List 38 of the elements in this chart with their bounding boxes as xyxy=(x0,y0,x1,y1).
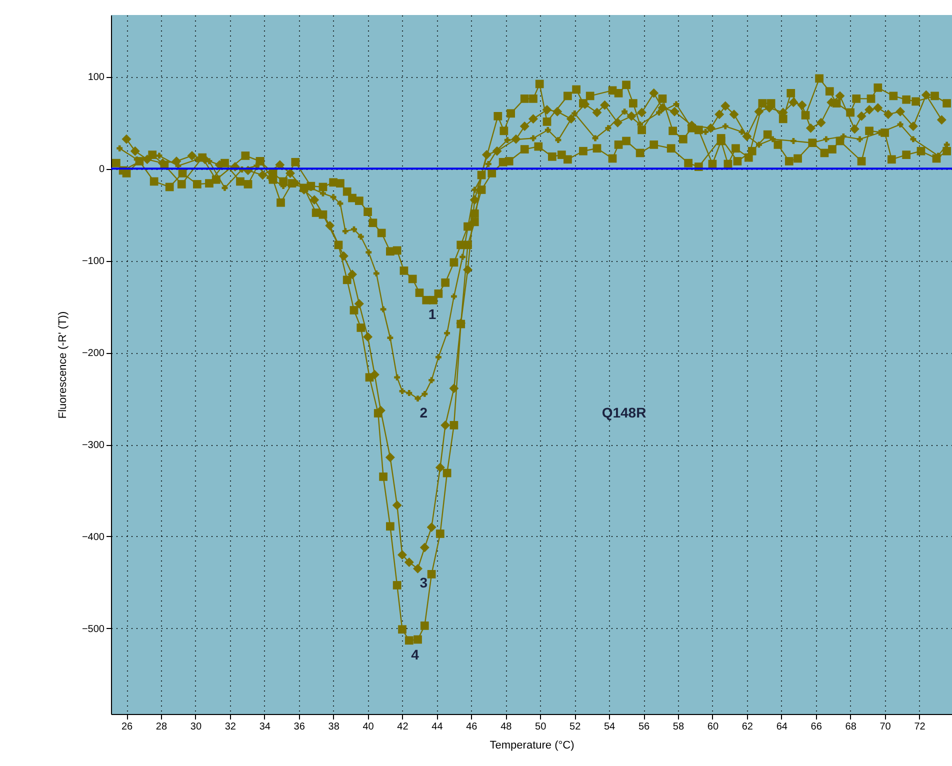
series-label: 3 xyxy=(420,574,428,591)
x-tick-label: 36 xyxy=(294,722,306,732)
x-tick-label: 44 xyxy=(432,722,444,732)
y-tick-label: −300 xyxy=(82,440,105,452)
x-tick-label: 72 xyxy=(914,722,926,732)
y-tick-label: −500 xyxy=(82,624,105,635)
x-tick-label: 42 xyxy=(397,722,409,732)
y-tick-label: −100 xyxy=(82,256,105,268)
x-tick-label: 64 xyxy=(776,722,788,732)
x-tick-label: 52 xyxy=(570,722,582,732)
x-axis-title: Temperature (°C) xyxy=(490,740,574,752)
x-tick-label: 56 xyxy=(638,722,650,732)
x-tick-label: 68 xyxy=(845,722,857,732)
x-tick-label: 30 xyxy=(190,722,202,732)
series-label: 2 xyxy=(420,404,428,421)
annotation: Q148R xyxy=(602,404,646,420)
x-tick-label: 34 xyxy=(259,722,271,732)
x-tick-label: 26 xyxy=(121,722,134,732)
x-tick-label: 40 xyxy=(362,722,374,732)
series-label: 1 xyxy=(428,306,436,322)
x-tick-label: 60 xyxy=(707,722,719,732)
x-tick-label: 46 xyxy=(466,722,478,732)
x-tick-label: 32 xyxy=(224,722,236,732)
series-label: 4 xyxy=(411,646,420,662)
x-tick-label: 54 xyxy=(604,722,616,732)
x-tick-label: 38 xyxy=(328,722,340,732)
x-tick-label: 66 xyxy=(810,722,822,732)
x-tick-label: 28 xyxy=(156,722,168,732)
y-axis-title: Fluorescence (-R' (T)) xyxy=(56,311,69,419)
x-tick-label: 58 xyxy=(672,722,684,732)
y-tick-label: −200 xyxy=(82,348,105,360)
x-tick-label: 62 xyxy=(742,722,754,732)
x-tick-label: 50 xyxy=(535,722,547,732)
y-tick-label: −400 xyxy=(82,532,105,543)
y-tick-label: 0 xyxy=(98,164,105,176)
x-tick-label: 48 xyxy=(500,722,512,732)
x-tick-label: 70 xyxy=(880,722,892,732)
y-tick-label: 100 xyxy=(88,72,105,84)
